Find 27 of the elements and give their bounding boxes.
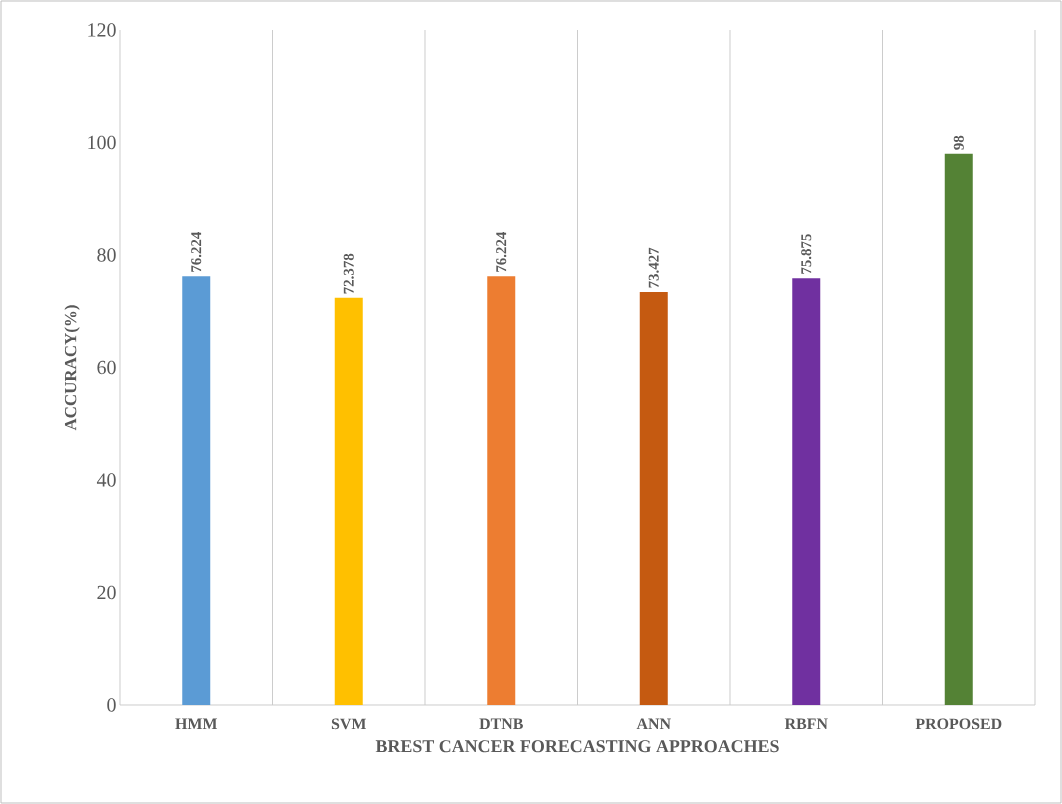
bar bbox=[182, 276, 211, 705]
data-label: 72.378 bbox=[343, 253, 354, 294]
y-tick-label: 40 bbox=[96, 473, 116, 487]
bar bbox=[792, 278, 821, 705]
y-tick-label: 80 bbox=[97, 248, 116, 262]
data-label: 98 bbox=[953, 135, 964, 150]
data-label: 75.875 bbox=[801, 234, 812, 274]
y-tick-label: 60 bbox=[97, 360, 116, 375]
x-tick-label: DTNB bbox=[479, 718, 523, 729]
bar bbox=[487, 276, 516, 705]
x-tick-label: ANN bbox=[636, 718, 671, 730]
x-tick-label: PROPOSED bbox=[915, 718, 1002, 730]
y-tick-label: 100 bbox=[88, 135, 116, 150]
bar bbox=[944, 153, 973, 705]
data-label: 76.224 bbox=[191, 231, 202, 272]
y-tick-label: 0 bbox=[107, 698, 116, 712]
x-tick-label: SVM bbox=[331, 718, 366, 730]
y-tick-label: 120 bbox=[88, 23, 116, 37]
data-label: 73.427 bbox=[648, 247, 659, 288]
y-axis-title: ACCURACY(%) bbox=[64, 305, 80, 431]
x-axis-title: BREST CANCER FORECASTING APPROACHES bbox=[375, 740, 779, 753]
y-tick-label: 20 bbox=[97, 585, 116, 600]
data-label: 76.224 bbox=[496, 231, 507, 272]
bar bbox=[639, 291, 668, 705]
bar bbox=[334, 297, 363, 705]
x-tick-label: HMM bbox=[175, 718, 218, 729]
x-tick-label: RBFN bbox=[784, 718, 828, 729]
